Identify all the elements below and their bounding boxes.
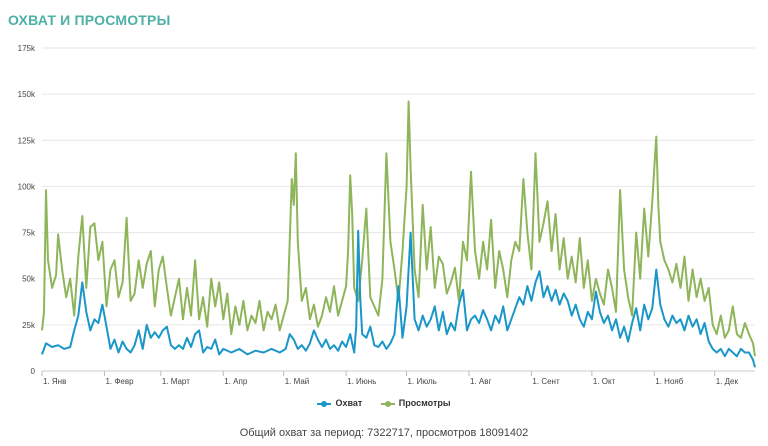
x-tick-label: 1. Сент [532,377,560,386]
series-line-views [41,100,756,357]
legend-item-reach[interactable]: Охват [317,398,362,408]
x-tick-label: 1. Февр [105,377,134,386]
y-tick-label: 150k [18,90,36,99]
x-tick-label: 1. Нояб [655,377,683,386]
legend: Охват Просмотры [0,398,768,408]
line-chart: 0 25k 50k 75k 100k 125k 150k 175k 1. Янв 1. Февр… [18,44,756,386]
legend-swatch-views [380,400,395,407]
grid-lines [42,47,755,372]
x-tick-label: 1. Май [285,377,310,386]
chart-title: ОХВАТ И ПРОСМОТРЫ [8,12,171,28]
y-tick-label: 125k [18,136,36,145]
y-tick-label: 100k [18,182,36,191]
y-tick-label: 75k [22,229,36,238]
legend-swatch-reach [317,400,332,407]
x-tick-label: 1. Апр [224,377,248,386]
x-tick-label: 1. Окт [593,377,616,386]
x-tick-label: 1. Янв [43,377,66,386]
x-tick-label: 1. Авг [470,377,491,386]
y-tick-label: 175k [18,44,36,53]
series-lines [41,100,756,368]
y-tick-label: 0 [31,367,36,376]
x-axis: 1. Янв 1. Февр 1. Март 1. Апр 1. Май 1. Июнь 1… [41,371,739,386]
summary-text: Общий охват за период: 7322717, просмотр… [239,427,529,439]
y-tick-label: 50k [22,275,36,284]
x-tick-label: 1. Июнь [347,377,376,386]
y-tick-label: 25k [22,321,36,330]
legend-label-reach: Охват [335,398,363,408]
series-line-reach [41,229,756,368]
legend-item-views[interactable]: Просмотры [380,398,451,408]
x-tick-label: 1. Июль [408,377,437,386]
x-tick-label: 1. Март [162,377,190,386]
y-axis: 0 25k 50k 75k 100k 125k 150k 175k [18,44,36,376]
legend-label-views: Просмотры [398,398,451,408]
x-tick-label: 1. Дек [716,377,739,386]
